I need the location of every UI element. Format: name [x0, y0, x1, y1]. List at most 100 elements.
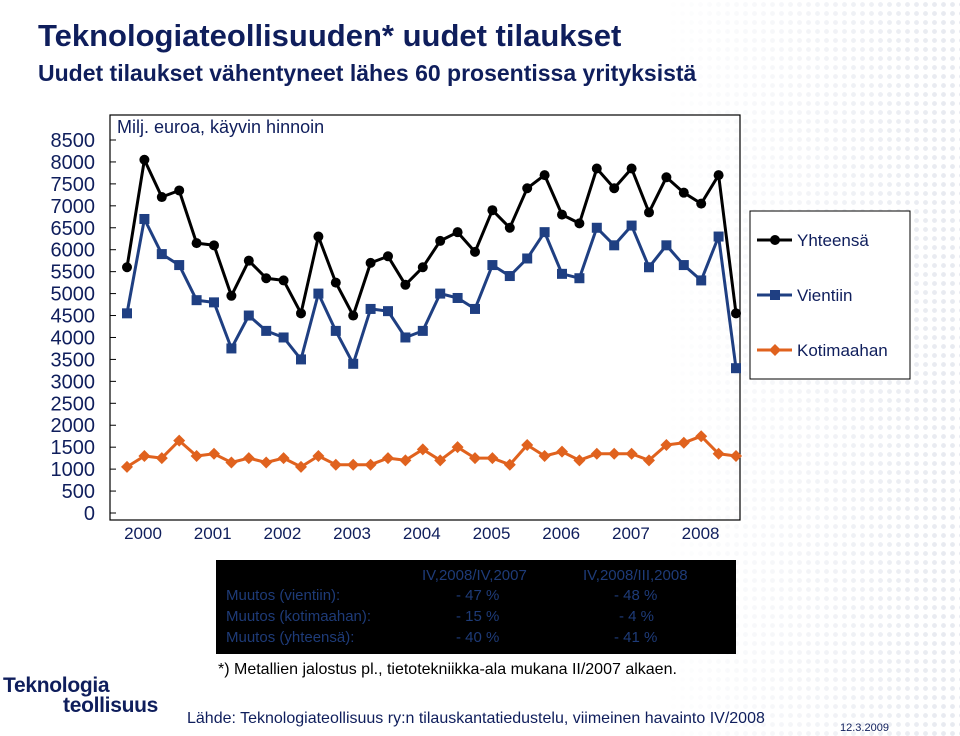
data-point [156, 249, 167, 260]
data-point [590, 447, 603, 460]
y-tick-label: 8500 [51, 130, 96, 152]
y-tick-label: 5500 [51, 262, 96, 284]
x-year-label: 2002 [263, 524, 301, 543]
legend-label: Kotimaahan [797, 341, 888, 360]
y-tick-label: 6000 [51, 240, 96, 262]
data-point [400, 279, 411, 290]
y-tick-label: 2500 [51, 393, 96, 415]
data-point [260, 456, 273, 469]
data-point [209, 240, 219, 251]
y-tick-label: 500 [62, 481, 95, 503]
y-tick-label: 6500 [51, 218, 96, 240]
plot-frame [109, 114, 741, 521]
data-point [417, 325, 428, 336]
data-point [226, 343, 237, 354]
data-point [522, 253, 533, 264]
x-year-label: 2003 [333, 524, 371, 543]
y-tick-label: 5000 [51, 284, 96, 306]
data-point [713, 170, 724, 181]
data-point [574, 218, 585, 229]
x-year-label: 2004 [403, 524, 441, 543]
stats-row-value: - 4 % [619, 608, 655, 625]
data-point [296, 354, 306, 365]
stats-row-label: Muutos (vientiin): [226, 587, 341, 604]
data-point [313, 231, 324, 242]
date-label: 12.3.2009 [840, 722, 889, 734]
y-tick-label: 0 [84, 503, 95, 525]
x-year-label: 2001 [194, 524, 232, 543]
data-point [139, 154, 150, 165]
data-point [503, 458, 516, 471]
data-point [190, 449, 203, 462]
data-point [573, 454, 586, 467]
data-point [399, 454, 412, 467]
data-point [329, 458, 342, 471]
data-point [557, 268, 567, 279]
data-point [609, 183, 620, 194]
data-point [643, 454, 655, 467]
data-point [470, 303, 480, 314]
y-tick-label: 7000 [51, 196, 96, 218]
data-point [261, 273, 272, 284]
source-note: Lähde: Teknologiateollisuus ry:n tilausk… [187, 710, 765, 727]
y-tick-label: 3000 [51, 371, 96, 393]
legend-marker [770, 290, 780, 300]
data-point [678, 187, 689, 198]
data-point [538, 449, 551, 462]
data-point [625, 447, 638, 460]
data-point [122, 308, 132, 319]
data-point [173, 434, 186, 447]
data-point [626, 163, 637, 174]
series-line-vientiin [125, 217, 738, 369]
data-point [191, 295, 202, 306]
legend-marker [769, 344, 781, 356]
logo-line-2: teollisuus [63, 694, 159, 717]
data-point [261, 325, 272, 336]
data-point [138, 449, 151, 462]
data-point [539, 227, 550, 238]
data-point [677, 436, 690, 449]
data-point [522, 183, 533, 194]
data-point [156, 192, 167, 203]
data-point [277, 452, 290, 465]
data-point [364, 458, 377, 471]
data-point [243, 255, 254, 266]
company-logo: Teknologia teollisuus [3, 675, 159, 717]
data-point [416, 443, 429, 456]
data-point [383, 251, 393, 262]
data-point [678, 260, 689, 271]
data-point [434, 454, 447, 467]
data-point [226, 290, 237, 301]
page-subtitle: Uudet tilaukset vähentyneet lähes 60 pro… [38, 60, 697, 86]
data-point [348, 310, 359, 321]
data-point [609, 240, 620, 251]
data-point [521, 438, 534, 451]
stats-row-value: - 15 % [456, 608, 500, 625]
data-point [435, 288, 446, 299]
page-title: Teknologiateollisuuden* uudet tilaukset [38, 18, 622, 53]
stats-row-value: - 41 % [614, 629, 658, 646]
data-point [487, 205, 498, 216]
data-point [243, 310, 254, 321]
y-tick-label: 3500 [51, 349, 96, 371]
y-tick-label: 8000 [51, 152, 96, 174]
data-point [365, 257, 376, 268]
footnote: *) Metallien jalostus pl., tietotekniikk… [218, 661, 677, 678]
data-point [574, 273, 585, 284]
y-tick-label: 2000 [51, 415, 96, 437]
data-point [121, 460, 133, 473]
data-point [278, 275, 289, 286]
data-point [661, 172, 672, 183]
y-axis-title: Milj. euroa, käyvin hinnoin [117, 117, 324, 137]
legend-marker [770, 235, 780, 245]
stats-row-label: Muutos (kotimaahan): [226, 608, 372, 625]
stats-row-value: - 48 % [614, 587, 658, 604]
data-point [696, 275, 707, 286]
data-point [209, 297, 219, 308]
data-point [557, 209, 567, 220]
data-point [313, 288, 324, 299]
data-point [174, 185, 185, 196]
x-year-label: 2000 [124, 524, 162, 543]
data-point [383, 306, 393, 317]
data-point [712, 447, 725, 460]
